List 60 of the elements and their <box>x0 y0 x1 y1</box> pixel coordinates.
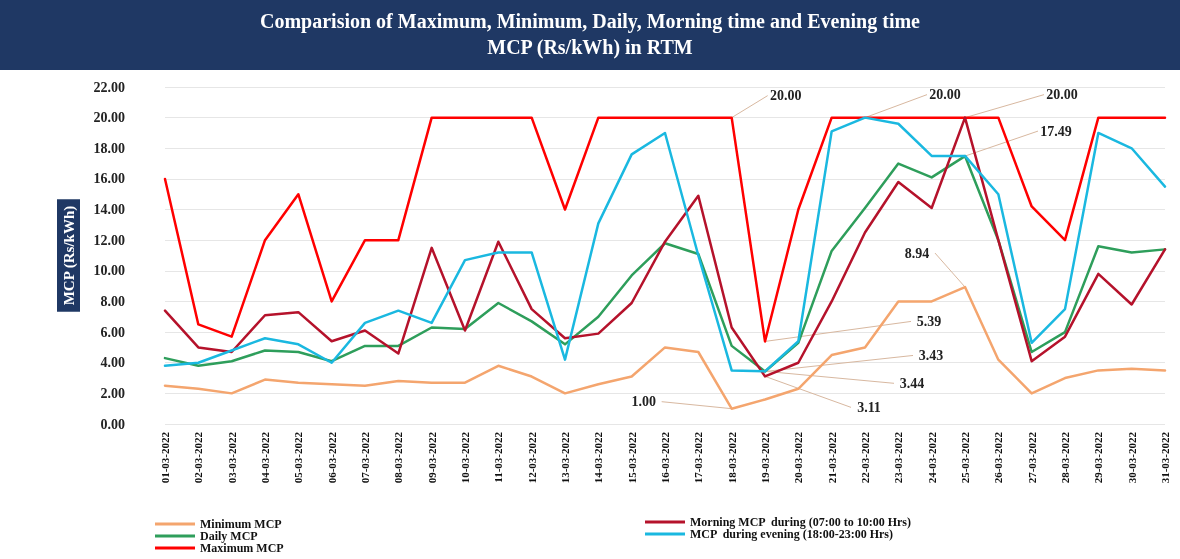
y-tick-label: 14.00 <box>93 202 125 218</box>
annotation: 3.11 <box>857 399 881 415</box>
x-tick-label: 10-03-2022 <box>459 431 471 484</box>
x-tick-label: 25-03-2022 <box>959 431 971 484</box>
y-tick-label: 22.00 <box>93 79 125 95</box>
x-tick-label: 12-03-2022 <box>525 431 538 484</box>
x-tick-label: 02-03-2022 <box>192 431 205 484</box>
x-tick-label: 01-03-2022 <box>159 431 171 484</box>
x-tick-label: 11-03-2022 <box>492 431 505 483</box>
x-tick-label: 26-03-2022 <box>992 431 1005 484</box>
annotation: 1.00 <box>631 394 656 410</box>
legend-label: Minimum MCP <box>200 517 282 531</box>
x-tick-label: 31-03-2022 <box>1159 431 1171 484</box>
x-tick-label: 04-03-2022 <box>259 431 271 484</box>
x-tick-label: 09-03-2022 <box>425 431 438 484</box>
annotation: 5.39 <box>916 313 942 329</box>
x-tick-label: 05-03-2022 <box>292 431 305 484</box>
legend-label: Maximum MCP <box>200 541 284 555</box>
x-tick-label: 13-03-2022 <box>559 431 571 484</box>
x-tick-label: 07-03-2022 <box>359 431 371 484</box>
x-tick-label: 16-03-2022 <box>659 431 671 484</box>
legend-label: Morning MCP during (07:00 to 10:00 Hrs) <box>690 515 911 529</box>
x-tick-label: 08-03-2022 <box>392 431 405 484</box>
y-tick-label: 10.00 <box>93 263 125 279</box>
x-tick-label: 29-03-2022 <box>1092 431 1105 484</box>
y-tick-label: 20.00 <box>93 110 125 126</box>
annotation: 3.44 <box>899 375 925 391</box>
x-tick-label: 27-03-2022 <box>1025 431 1038 484</box>
annotation: 20.00 <box>929 87 961 103</box>
y-tick-label: 12.00 <box>93 232 125 248</box>
chart-title: Comparision of Maximum, Minimum, Daily, Morning time and Evening time MCP (Rs/kWh) in RTM <box>0 0 1180 70</box>
x-tick-label: 21-03-2022 <box>825 431 838 484</box>
x-tick-label: 03-03-2022 <box>225 431 238 484</box>
y-tick-label: 4.00 <box>100 355 125 371</box>
x-tick-label: 06-03-2022 <box>325 431 338 484</box>
x-tick-label: 23-03-2022 <box>892 431 905 484</box>
x-tick-label: 14-03-2022 <box>592 431 605 484</box>
y-tick-label: 2.00 <box>100 385 125 401</box>
x-tick-label: 15-03-2022 <box>625 431 638 484</box>
y-tick-label: 6.00 <box>100 324 125 340</box>
y-tick-label: 8.00 <box>100 293 125 309</box>
x-tick-label: 24-03-2022 <box>925 431 938 484</box>
x-tick-label: 30-03-2022 <box>1125 431 1138 484</box>
annotation: 17.49 <box>1040 123 1072 139</box>
y-tick-label: 16.00 <box>93 171 125 187</box>
x-tick-label: 17-03-2022 <box>692 431 705 484</box>
annotation: 8.94 <box>904 245 930 261</box>
x-tick-label: 20-03-2022 <box>792 431 805 484</box>
annotation: 20.00 <box>1046 87 1078 103</box>
x-tick-label: 18-03-2022 <box>725 431 738 484</box>
annotation: 3.43 <box>918 347 944 363</box>
y-tick-label: 0.00 <box>100 416 125 432</box>
line-series <box>163 285 1167 410</box>
legend-label: Daily MCP <box>200 529 258 543</box>
y-axis-title: MCP (Rs/kWh) <box>60 205 78 306</box>
x-tick-label: 28-03-2022 <box>1059 431 1071 484</box>
y-tick-label: 18.00 <box>93 140 125 156</box>
x-tick-label: 22-03-2022 <box>859 431 871 484</box>
x-tick-label: 19-03-2022 <box>759 431 771 484</box>
annotation: 20.00 <box>769 88 802 104</box>
